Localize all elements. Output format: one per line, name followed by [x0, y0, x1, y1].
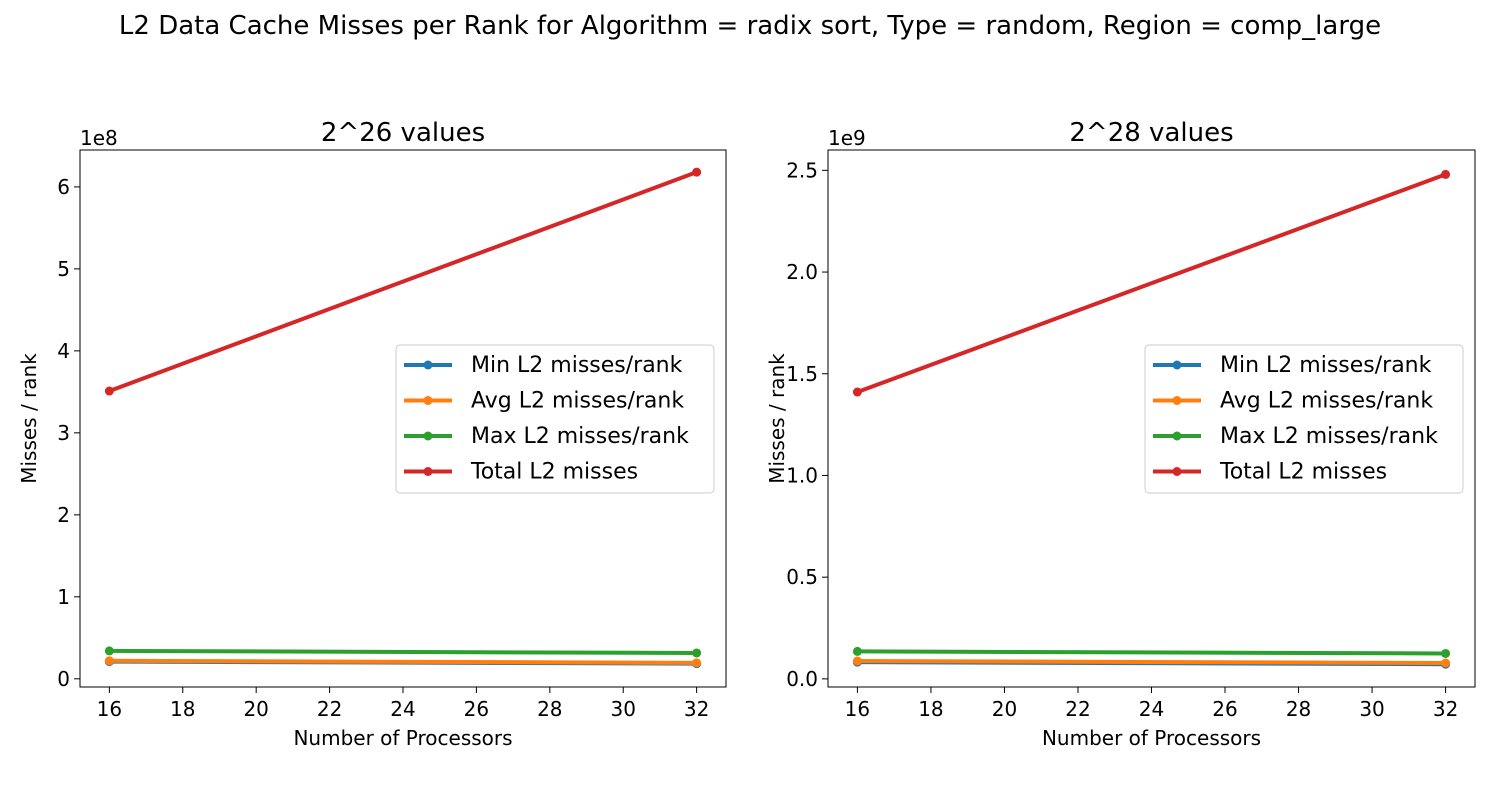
legend-item: Max L2 misses/rank [404, 424, 689, 449]
y-tick-label: 4 [57, 339, 70, 363]
chart-panel-1: 2^26 values 1e8 16 18 20 22 24 26 28 30 32 0 1 2 3 4 5 6 N… [17, 118, 727, 750]
legend-swatch-marker [423, 360, 433, 370]
y-tick-label: 0.0 [786, 667, 818, 691]
legend: Min L2 misses/rank Avg L2 misses/rank Max … [1144, 344, 1464, 494]
x-tick-label: 26 [464, 697, 489, 721]
x-tick-label: 22 [1065, 697, 1090, 721]
y-tick-label: 1.0 [786, 463, 818, 487]
x-tick-label: 16 [97, 697, 122, 721]
x-tick-label: 20 [243, 697, 268, 721]
x-tick-label: 32 [1433, 697, 1458, 721]
x-tick-label: 24 [1139, 697, 1164, 721]
series-line [109, 658, 697, 665]
y-axis-offset-text: 1e8 [80, 126, 118, 150]
y-tick-label: 2 [57, 503, 70, 527]
x-tick-label: 32 [684, 697, 709, 721]
series-3 [104, 646, 702, 658]
series-line [109, 648, 697, 655]
legend-swatch-marker [1172, 396, 1182, 405]
legend-swatch-marker [1172, 467, 1182, 476]
chart-panel-2: 2^28 values 1e9 16 18 20 22 24 26 28 30 32 0.0 0.5 1.… [765, 118, 1476, 750]
legend-label: Min L2 misses/rank [1220, 353, 1432, 378]
data-point [692, 648, 702, 658]
data-point [104, 386, 114, 396]
legend-swatch-marker [423, 431, 433, 441]
y-tick-label: 6 [57, 175, 70, 199]
x-axis-label: Number of Processors [293, 726, 512, 750]
y-axis-offset-text: 1e9 [828, 126, 866, 150]
data-point [692, 167, 702, 177]
x-tick-label: 18 [170, 697, 195, 721]
series-2 [852, 656, 1451, 668]
legend-label: Avg L2 misses/rank [471, 389, 684, 414]
x-tick-label: 26 [1212, 697, 1237, 721]
x-tick-label: 28 [537, 697, 562, 721]
y-tick-label: 0 [57, 667, 70, 691]
x-tick-label: 30 [611, 697, 636, 721]
legend-swatch-marker [423, 396, 433, 405]
y-tick-label: 1.5 [786, 362, 818, 386]
data-point [104, 646, 114, 656]
figure-title: L2 Data Cache Misses per Rank for Algori… [118, 11, 1382, 41]
series-line [857, 658, 1446, 665]
data-point [1441, 658, 1451, 668]
legend-box [1144, 344, 1464, 494]
legend-item: Min L2 misses/rank [1153, 353, 1432, 378]
x-tick-label: 18 [918, 697, 943, 721]
x-tick-label: 24 [390, 697, 415, 721]
y-axis-label: Misses / rank [765, 353, 789, 484]
data-point [1441, 169, 1451, 179]
series-3 [852, 646, 1451, 658]
legend-item: Total L2 misses [1153, 460, 1387, 485]
legend-label: Max L2 misses/rank [1220, 424, 1438, 449]
x-tick-label: 28 [1286, 697, 1311, 721]
legend-label: Avg L2 misses/rank [1220, 389, 1433, 414]
series-4 [852, 169, 1451, 397]
legend-item: Avg L2 misses/rank [1153, 389, 1433, 414]
series-line [108, 170, 698, 393]
legend-item: Min L2 misses/rank [404, 353, 683, 378]
legend-item: Total L2 misses [404, 460, 638, 485]
legend-swatch-marker [423, 467, 433, 476]
y-tick-label: 5 [57, 257, 70, 281]
legend-item: Max L2 misses/rank [1153, 424, 1438, 449]
legend: Min L2 misses/rank Avg L2 misses/rank Max … [395, 344, 715, 494]
x-tick-label: 22 [317, 697, 342, 721]
data-point [852, 646, 862, 656]
y-tick-label: 0.5 [786, 565, 818, 589]
x-tick-label: 16 [845, 697, 870, 721]
series-line [856, 172, 1447, 394]
y-axis-label: Misses / rank [17, 353, 41, 484]
legend-box [395, 344, 715, 494]
x-axis-label: Number of Processors [1042, 726, 1261, 750]
y-tick-label: 2.5 [786, 158, 818, 182]
y-tick-label: 1 [57, 585, 70, 609]
data-point [852, 656, 862, 666]
data-point [692, 658, 702, 668]
legend-item: Avg L2 misses/rank [404, 389, 684, 414]
legend-label: Total L2 misses [1219, 460, 1387, 485]
series-2 [104, 656, 702, 668]
chart-title: 2^28 values [1069, 118, 1233, 148]
legend-label: Min L2 misses/rank [471, 353, 683, 378]
chart-title: 2^26 values [321, 118, 485, 148]
y-tick-label: 3 [57, 421, 70, 445]
legend-swatch-marker [1172, 360, 1182, 370]
data-point [104, 656, 114, 666]
legend-label: Max L2 misses/rank [471, 424, 689, 449]
series-line [857, 649, 1446, 656]
data-point [852, 387, 862, 397]
x-tick-label: 20 [992, 697, 1017, 721]
series-4 [104, 167, 702, 396]
y-tick-label: 2.0 [786, 260, 818, 284]
legend-label: Total L2 misses [470, 460, 638, 485]
data-point [1441, 648, 1451, 658]
x-tick-label: 30 [1359, 697, 1384, 721]
legend-swatch-marker [1172, 431, 1182, 441]
